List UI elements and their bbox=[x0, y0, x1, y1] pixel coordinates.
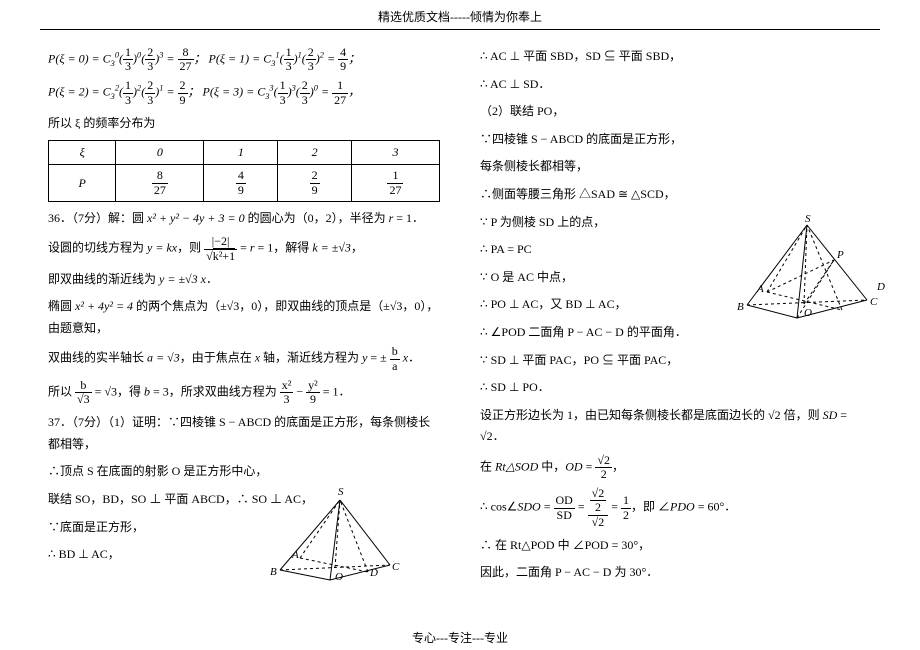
svg-text:B: B bbox=[737, 301, 744, 313]
r-line: ∴ cos∠SDO = ODSD = √22√2 = 12，即 ∠PDO = 6… bbox=[480, 487, 872, 529]
p36-line: 椭圆 x² + 4y² = 4 的两个焦点为（±√3，0），即双曲线的顶点是（±… bbox=[48, 296, 440, 339]
page-header: 精选优质文档-----倾情为你奉上 bbox=[0, 0, 920, 29]
r-line: 设正方形边长为 1，由已知每条侧棱长都是底面边长的 √2 倍，则 SD = √2… bbox=[480, 405, 872, 448]
svg-text:C: C bbox=[870, 296, 878, 308]
r-line: ∴ SD ⊥ PO． bbox=[480, 377, 872, 399]
p36-line: 双曲线的实半轴长 a = √3，由于焦点在 x 轴，渐近线方程为 y = ± b… bbox=[48, 345, 440, 372]
r-line: ∴ AC ⊥ SD． bbox=[480, 74, 872, 96]
r-line: ∵四棱锥 S − ABCD 的底面是正方形， bbox=[480, 129, 872, 151]
page-footer: 专心---专注---专业 bbox=[0, 629, 920, 646]
header-rule bbox=[40, 29, 880, 30]
svg-text:O: O bbox=[804, 307, 812, 319]
table-intro: 所以 ξ 的频率分布为 bbox=[48, 113, 440, 135]
svg-text:D: D bbox=[876, 281, 885, 293]
table-row: P 827 49 29 127 bbox=[49, 165, 440, 201]
svg-text:C: C bbox=[392, 561, 400, 573]
p36-line: 36．（7分）解：圆 x² + y² − 4y + 3 = 0 的圆心为（0，2… bbox=[48, 208, 440, 230]
svg-text:A: A bbox=[756, 283, 764, 295]
cell: 29 bbox=[278, 165, 352, 201]
svg-text:S: S bbox=[805, 213, 811, 225]
left-column: P(ξ = 0) = C30(13)0(23)3 = 827； P(ξ = 1)… bbox=[48, 40, 440, 590]
cell: 49 bbox=[204, 165, 278, 201]
r-line: 因此，二面角 P − AC − D 为 30°． bbox=[480, 562, 872, 584]
svg-text:O: O bbox=[335, 571, 343, 583]
eq-p2p3: P(ξ = 2) = C32(13)2(23)1 = 29； P(ξ = 3) … bbox=[48, 79, 440, 106]
r-line: ∴ 在 Rt△POD 中 ∠POD = 30°， bbox=[480, 535, 872, 557]
svg-text:S: S bbox=[338, 486, 344, 498]
cell: ξ bbox=[49, 141, 116, 165]
cell: 0 bbox=[116, 141, 204, 165]
cell: 127 bbox=[351, 165, 439, 201]
right-column: ∴ AC ⊥ 平面 SBD，SD ⊆ 平面 SBD， ∴ AC ⊥ SD． （2… bbox=[480, 40, 872, 590]
cell: 827 bbox=[116, 165, 204, 201]
r-line: ∴侧面等腰三角形 △SAD ≅ △SCD， bbox=[480, 184, 872, 206]
p36-line: 即双曲线的渐近线为 y = ±√3 x． bbox=[48, 269, 440, 291]
distribution-table: ξ 0 1 2 3 P 827 49 29 127 bbox=[48, 140, 440, 201]
r-line: ∵ SD ⊥ 平面 PAC，PO ⊆ 平面 PAC， bbox=[480, 350, 872, 372]
eq-p0p1: P(ξ = 0) = C30(13)0(23)3 = 827； P(ξ = 1)… bbox=[48, 46, 440, 73]
table-row: ξ 0 1 2 3 bbox=[49, 141, 440, 165]
cell: P bbox=[49, 165, 116, 201]
r-line: （2）联结 PO， bbox=[480, 101, 872, 123]
r-line: 每条侧棱长都相等， bbox=[480, 156, 872, 178]
p36-line: 设圆的切线方程为 y = kx，则 |−2|√k²+1 = r = 1，解得 k… bbox=[48, 235, 440, 262]
r-line: 在 Rt△SOD 中，OD = √22， bbox=[480, 454, 872, 481]
p36-line: 所以 b√3 = √3，得 b = 3，所求双曲线方程为 x²3 − y²9 =… bbox=[48, 379, 440, 406]
cell: 2 bbox=[278, 141, 352, 165]
cell: 1 bbox=[204, 141, 278, 165]
pyramid-diagram-left: S A B C D O bbox=[240, 480, 420, 600]
pyramid-diagram-right: S A B C D O P bbox=[712, 210, 892, 340]
svg-text:A: A bbox=[291, 549, 299, 561]
p37-line: 37．（7分）（1）证明：∵四棱锥 S − ABCD 的底面是正方形，每条侧棱长… bbox=[48, 412, 440, 455]
r-line: ∴ AC ⊥ 平面 SBD，SD ⊆ 平面 SBD， bbox=[480, 46, 872, 68]
svg-text:D: D bbox=[369, 567, 378, 579]
svg-text:B: B bbox=[270, 566, 277, 578]
svg-text:P: P bbox=[836, 249, 844, 261]
cell: 3 bbox=[351, 141, 439, 165]
